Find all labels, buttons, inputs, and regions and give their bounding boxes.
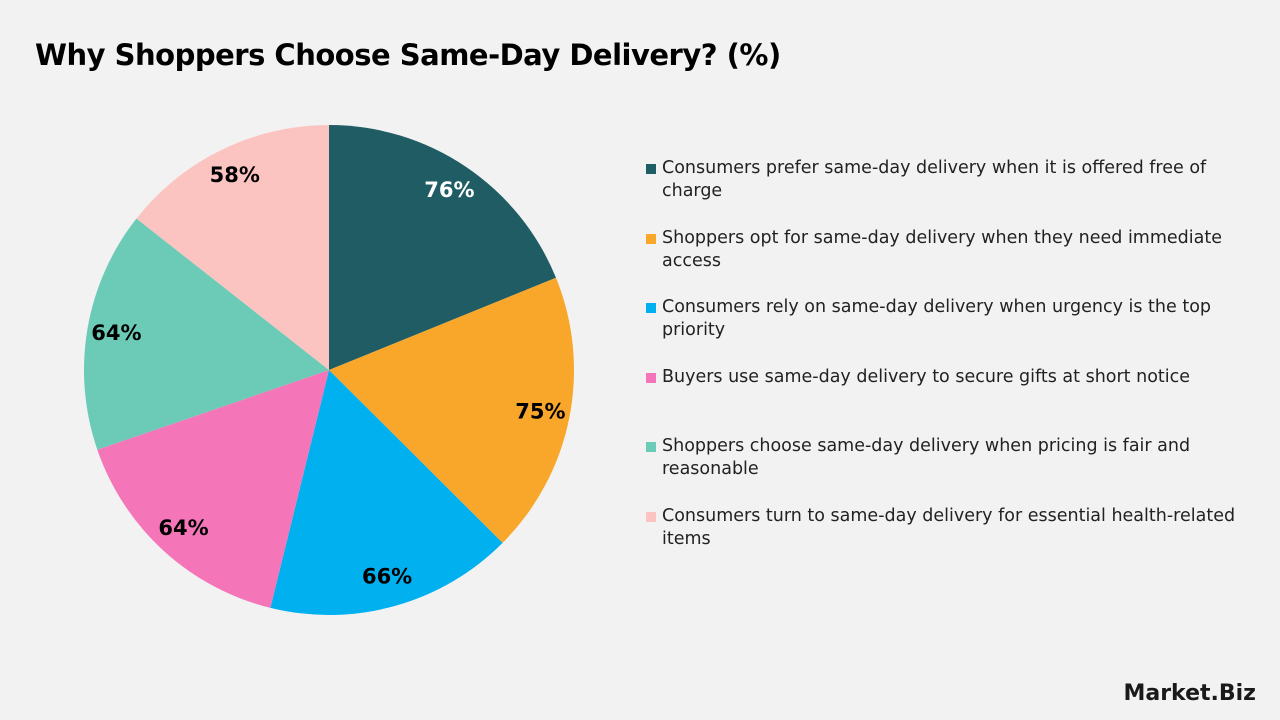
data-label: 58% bbox=[210, 163, 260, 187]
data-label: 64% bbox=[91, 321, 141, 345]
pie-slice bbox=[270, 370, 503, 615]
legend-swatch bbox=[646, 303, 656, 313]
chart: 76% 75% 66% 64% 64% 58% bbox=[84, 125, 574, 615]
legend-label: Consumers rely on same-day delivery when… bbox=[662, 297, 1212, 340]
legend-swatch bbox=[646, 233, 656, 244]
legend-item: Consumers rely on same-day delivery when… bbox=[646, 296, 1246, 366]
data-label: 75% bbox=[515, 400, 565, 424]
data-label: 64% bbox=[158, 516, 208, 540]
legend-label: Shoppers opt for same-day delivery when … bbox=[662, 227, 1222, 271]
legend-swatch bbox=[646, 511, 656, 522]
legend-item: Consumers prefer same-day delivery when … bbox=[646, 157, 1246, 227]
pie-slice bbox=[136, 125, 329, 370]
legend-item: Shoppers choose same-day delivery when p… bbox=[646, 435, 1246, 505]
pie-slice bbox=[84, 218, 329, 450]
legend-swatch bbox=[646, 372, 656, 383]
legend-swatch bbox=[646, 442, 656, 452]
legend: Consumers prefer same-day delivery when … bbox=[646, 157, 1246, 574]
legend-label: Shoppers choose same-day delivery when p… bbox=[662, 436, 1191, 479]
legend-swatch bbox=[646, 164, 656, 174]
legend-item: Shoppers opt for same-day delivery when … bbox=[646, 227, 1246, 297]
pie-slice bbox=[329, 125, 556, 370]
legend-label: Consumers prefer same-day delivery when … bbox=[662, 158, 1207, 201]
data-label: 66% bbox=[362, 565, 412, 589]
pie-slice bbox=[329, 277, 574, 543]
legend-item: Buyers use same-day delivery to secure g… bbox=[646, 366, 1246, 436]
legend-item: Consumers turn to same-day delivery for … bbox=[646, 505, 1246, 575]
logo: Market.Biz bbox=[1123, 681, 1256, 706]
data-label: 76% bbox=[424, 178, 474, 202]
pie-slice bbox=[97, 370, 329, 608]
legend-label: Buyers use same-day delivery to secure g… bbox=[662, 366, 1191, 387]
legend-label: Consumers turn to same-day delivery for … bbox=[662, 505, 1236, 549]
chart-title: Why Shoppers Choose Same-Day Delivery? (… bbox=[35, 38, 781, 72]
